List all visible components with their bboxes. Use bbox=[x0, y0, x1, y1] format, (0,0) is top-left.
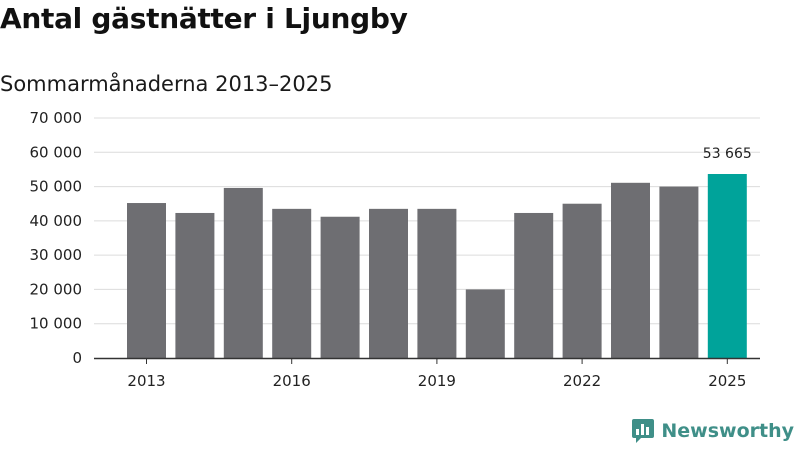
bar-2017 bbox=[320, 216, 360, 358]
y-tick-label: 20 000 bbox=[30, 280, 83, 298]
y-tick-label: 30 000 bbox=[30, 246, 83, 264]
bar-2015 bbox=[223, 187, 263, 358]
x-tick-label: 2025 bbox=[708, 372, 746, 390]
bar-2021 bbox=[514, 212, 554, 358]
chart-subtitle: Sommarmånaderna 2013–2025 bbox=[0, 72, 333, 96]
chart-title: Antal gästnätter i Ljungby bbox=[0, 2, 408, 35]
brand-name: Newsworthy bbox=[661, 420, 794, 442]
bar-2018 bbox=[369, 208, 408, 358]
bar-2025 bbox=[707, 174, 747, 358]
bar-2023 bbox=[611, 182, 650, 358]
y-tick-label: 70 000 bbox=[30, 109, 83, 127]
bar-2014 bbox=[175, 212, 215, 358]
bar-2020 bbox=[465, 289, 505, 358]
bar-2019 bbox=[417, 208, 457, 358]
bar-2016 bbox=[272, 208, 312, 358]
x-tick-label: 2022 bbox=[563, 372, 601, 390]
bar-2013 bbox=[127, 203, 166, 358]
y-tick-label: 10 000 bbox=[30, 315, 83, 333]
y-tick-label: 60 000 bbox=[30, 143, 83, 161]
bar-2024 bbox=[659, 186, 699, 358]
bar-2022 bbox=[562, 203, 602, 358]
y-tick-label: 0 bbox=[72, 349, 82, 367]
x-tick-label: 2016 bbox=[273, 372, 311, 390]
data-label: 53 665 bbox=[703, 146, 752, 162]
x-tick-label: 2013 bbox=[127, 372, 165, 390]
newsworthy-logo-icon bbox=[632, 419, 655, 443]
y-tick-label: 50 000 bbox=[30, 178, 83, 196]
x-tick-label: 2019 bbox=[418, 372, 456, 390]
y-tick-label: 40 000 bbox=[30, 212, 83, 230]
brand: Newsworthy bbox=[631, 418, 794, 444]
